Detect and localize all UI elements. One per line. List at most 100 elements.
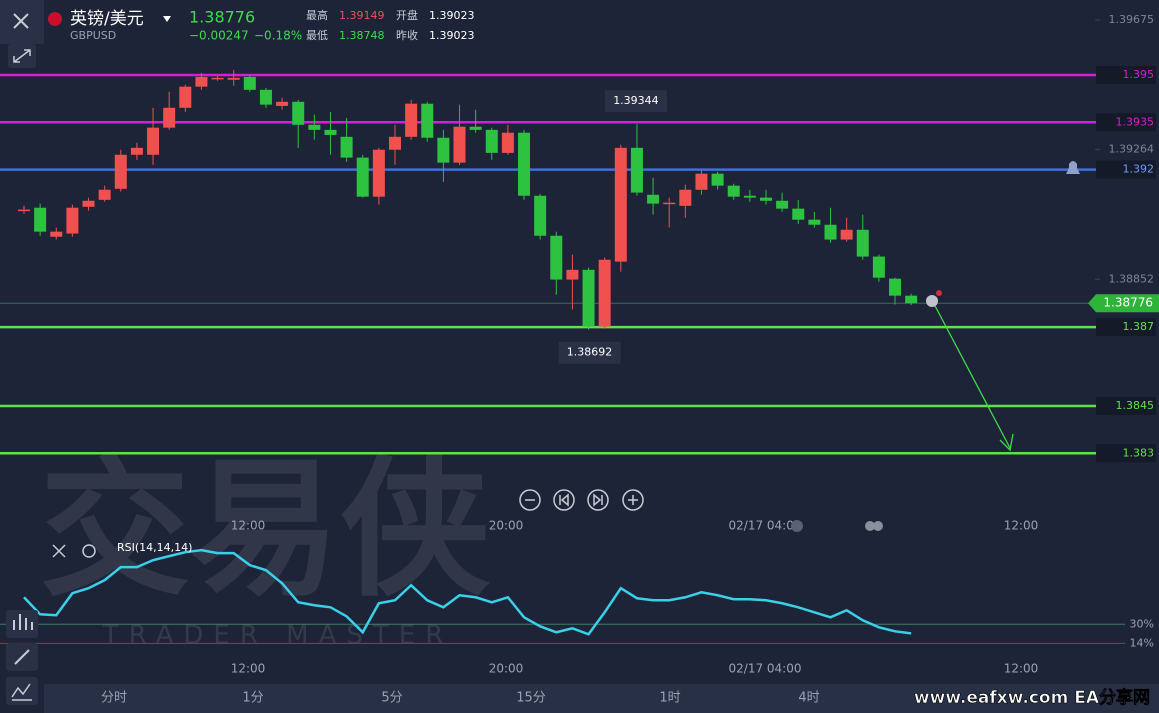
zoom-out[interactable] — [519, 489, 541, 511]
timeframe-tabs: 分时 1分 5分 15分 1时 4时 — [101, 691, 820, 706]
rsi-line — [23, 548, 912, 636]
tool-button[interactable] — [6, 610, 38, 638]
step-forward[interactable] — [587, 489, 609, 511]
candle-body — [485, 129, 498, 153]
indicator-icon — [11, 683, 32, 701]
candle-body — [437, 137, 450, 163]
candle-body — [566, 269, 579, 280]
candle-body — [663, 202, 676, 205]
timeframe-tab[interactable]: 分时 — [101, 691, 127, 706]
tab-bar — [44, 684, 1159, 713]
candle-body — [808, 219, 821, 225]
price-level-box — [1096, 318, 1156, 337]
low-label: 最低 — [306, 29, 328, 42]
candle-body — [114, 154, 127, 189]
candle-body — [582, 269, 595, 327]
candle-body — [308, 124, 321, 130]
high-annotation-box — [604, 90, 667, 113]
candle-body — [227, 77, 240, 80]
step-forward-icon — [593, 493, 603, 507]
event-marker[interactable] — [873, 521, 883, 531]
candle-body — [469, 126, 482, 130]
candle-body — [372, 149, 385, 197]
candle-body — [776, 200, 789, 209]
candle-body — [324, 129, 337, 135]
candle-body — [598, 259, 611, 327]
price-level-box — [1096, 444, 1156, 463]
candle-body — [147, 127, 160, 155]
flag-icon — [48, 12, 62, 26]
timeframe-tab[interactable]: 4时 — [798, 691, 819, 706]
y-tick-label: 1.39264 — [1109, 142, 1155, 155]
candle-body — [259, 89, 272, 105]
rsi-close[interactable] — [52, 544, 66, 558]
rsi-title: RSI(14,14,14) — [117, 541, 192, 554]
watermark-logo: 交易侠 — [40, 443, 491, 617]
candle-body — [727, 185, 740, 197]
candle-body — [405, 103, 418, 137]
candle-body — [34, 207, 47, 232]
rsi-settings[interactable] — [82, 544, 96, 558]
low-annotation: 1.38692 — [567, 346, 613, 359]
forecast-arrow — [932, 301, 1014, 452]
candle-body — [98, 189, 111, 200]
event-marker[interactable] — [791, 520, 803, 532]
zoom-in-icon — [628, 495, 638, 505]
candle-body — [759, 197, 772, 201]
step-back[interactable] — [553, 489, 575, 511]
x-tick-label: 12:00 — [1004, 519, 1039, 533]
change-pct: −0.18% — [254, 29, 302, 43]
indicator-button[interactable] — [6, 677, 38, 705]
high-value: 1.39149 — [339, 9, 385, 22]
alert-dot — [936, 290, 942, 296]
candle-body — [195, 76, 208, 87]
candle-body — [82, 200, 95, 207]
price-level-label: 1.383 — [1123, 446, 1155, 459]
open-label: 开盘 — [396, 8, 418, 22]
candle-body — [243, 76, 256, 90]
x-tick-label: 02/17 04:00 — [729, 662, 802, 676]
symbol[interactable]: 英镑/美元 — [70, 9, 144, 29]
candle-body — [872, 256, 885, 278]
timeframe-tab[interactable]: 1时 — [659, 691, 680, 706]
high-label: 最高 — [306, 8, 328, 22]
timeframe-tab[interactable]: 15分 — [516, 691, 546, 706]
step-back-icon — [559, 493, 569, 507]
timeframe-tab[interactable]: 5分 — [381, 691, 402, 706]
info-marker[interactable] — [926, 295, 938, 307]
price-level-box — [1096, 66, 1156, 85]
low-value: 1.38748 — [339, 29, 385, 42]
symbol-code: GBPUSD — [70, 29, 116, 42]
candle-body — [695, 173, 708, 190]
price-level-label: 1.3935 — [1116, 115, 1155, 128]
candle-body — [179, 86, 192, 108]
expand-icon — [13, 49, 31, 63]
last-price-box — [1088, 294, 1159, 313]
close-icon — [13, 13, 29, 29]
event-marker[interactable] — [865, 521, 875, 531]
dropdown-icon[interactable] — [163, 16, 171, 22]
last-price-label: 1.38776 — [1103, 296, 1153, 310]
candle-body — [550, 235, 563, 280]
candle-body — [50, 231, 63, 237]
candle-body — [388, 136, 401, 150]
plot: 1.39675 1.39264 1.38852 1.395 1.3935 1.392 1.3… — [0, 13, 1159, 676]
candle-body — [340, 136, 353, 158]
y-tick-label: 14% — [1130, 636, 1154, 649]
candle-body — [501, 132, 514, 153]
candle-body — [905, 295, 918, 304]
open-value: 1.39023 — [429, 9, 475, 22]
candle-body — [518, 132, 531, 196]
zoom-in[interactable] — [622, 489, 644, 511]
x-tick-label: 02/17 04:00 — [729, 519, 802, 533]
timeframe-tab[interactable]: 1分 — [242, 691, 263, 706]
change: −0.00247 — [189, 29, 249, 43]
playback-controls — [519, 489, 644, 511]
high-annotation: 1.39344 — [613, 94, 659, 107]
candle-body — [453, 126, 466, 163]
draw-icon — [14, 649, 30, 665]
prev-close-value: 1.39023 — [429, 29, 475, 42]
alarm-icon[interactable] — [1066, 161, 1080, 174]
candle-body — [679, 189, 692, 206]
x-tick-label: 12:00 — [231, 662, 266, 676]
